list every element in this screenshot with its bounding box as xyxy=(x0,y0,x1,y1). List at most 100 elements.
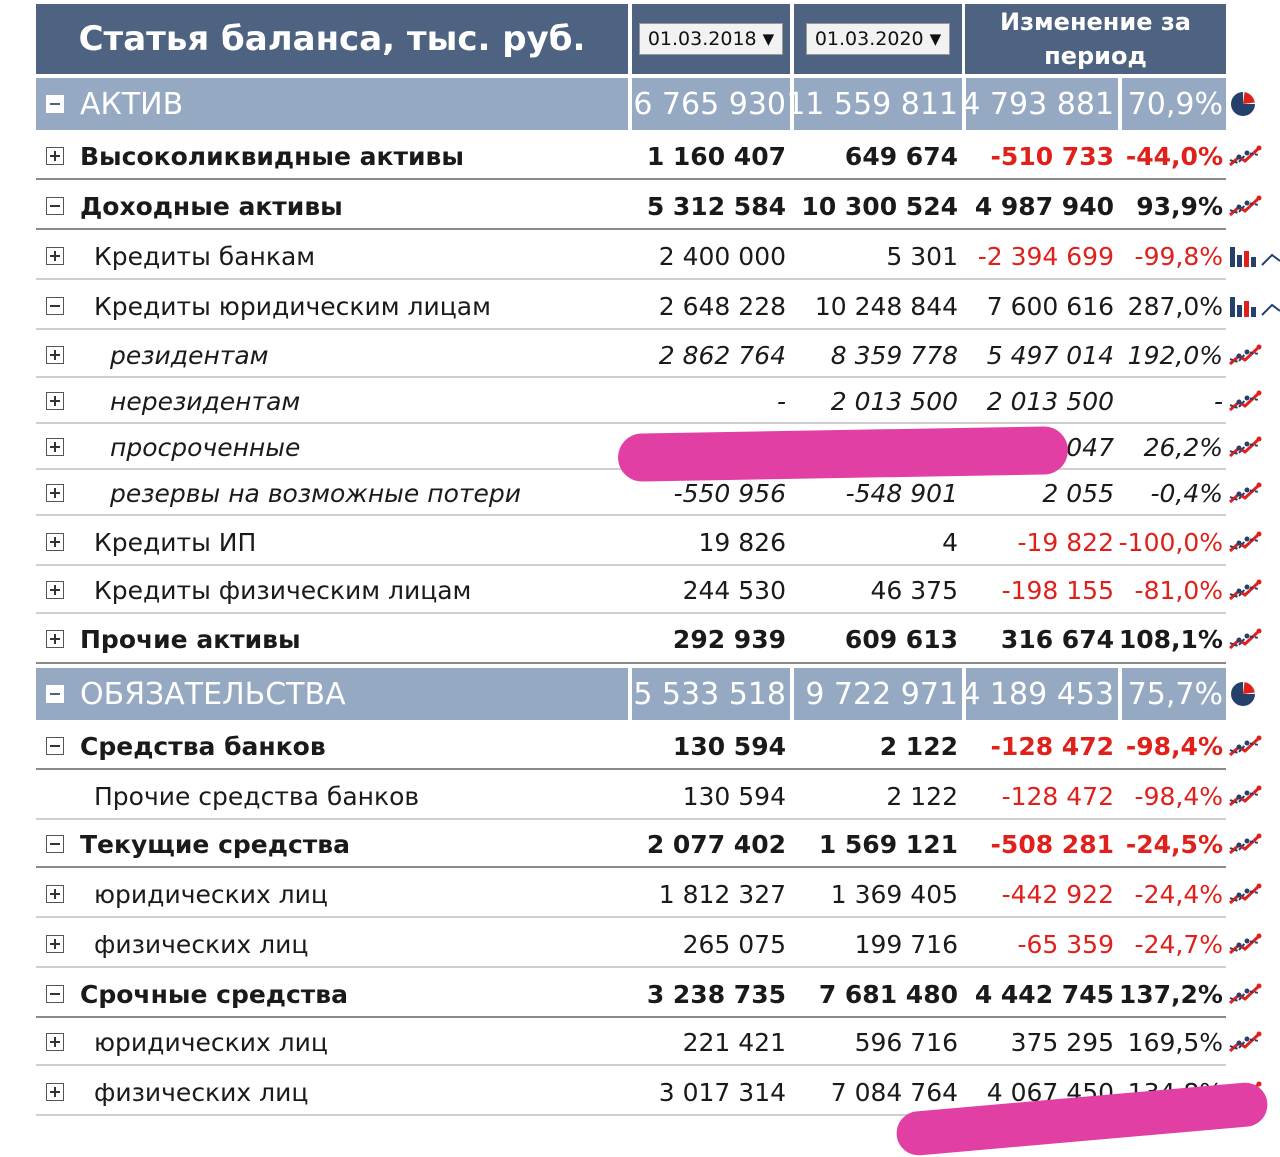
column-header-article: Статья баланса, тыс. руб. xyxy=(36,4,628,74)
row-label-cell: Срочные средства xyxy=(36,970,628,1018)
pie-chart-icon[interactable] xyxy=(1228,668,1280,720)
change-value: 047 xyxy=(1066,432,1114,462)
expand-icon[interactable] xyxy=(46,147,64,165)
expand-icon[interactable] xyxy=(46,438,64,456)
column-divider xyxy=(628,332,631,378)
collapse-icon[interactable] xyxy=(46,737,64,755)
expand-icon[interactable] xyxy=(46,247,64,265)
change-percent: 137,2% xyxy=(1118,979,1223,1009)
expand-icon[interactable] xyxy=(46,885,64,903)
trend-chart-icon[interactable] xyxy=(1228,920,1280,968)
expand-icon[interactable] xyxy=(46,630,64,648)
row-label: резервы на возможные потери xyxy=(110,478,521,508)
value-2020: 46 375 xyxy=(870,575,958,605)
trend-chart-icon[interactable] xyxy=(1228,332,1280,378)
trend-chart-icon[interactable] xyxy=(1228,378,1280,424)
row-label: физических лиц xyxy=(94,929,309,959)
value-2018: 265 075 xyxy=(682,929,786,959)
date2-value: 01.03.2020 xyxy=(814,28,924,50)
row-label-cell: Кредиты банкам xyxy=(36,232,628,280)
row-label: Кредиты юридическим лицам xyxy=(94,291,491,321)
trend-chart-icon[interactable] xyxy=(1228,132,1280,180)
trend-chart-icon[interactable] xyxy=(1228,614,1280,664)
column-divider xyxy=(790,772,793,820)
change-percent: -98,4% xyxy=(1125,731,1223,761)
table-row: Высоколиквидные активы 1 160 407 649 674 -5… xyxy=(0,132,1280,180)
table-row: Прочие средства банков 130 594 2 122 -128 4… xyxy=(0,772,1280,820)
expand-icon[interactable] xyxy=(46,346,64,364)
column-divider xyxy=(790,518,793,566)
trend-chart-icon[interactable] xyxy=(1228,424,1280,470)
date1-select[interactable]: 01.03.2018 ▼ xyxy=(638,23,784,55)
collapse-icon[interactable] xyxy=(46,835,64,853)
pie-chart-icon[interactable] xyxy=(1228,78,1280,130)
column-divider xyxy=(1118,1068,1121,1116)
trend-chart-icon[interactable] xyxy=(1228,870,1280,918)
value-2018: 1 812 327 xyxy=(658,879,786,909)
column-divider xyxy=(1118,870,1121,918)
value-2020: 5 301 xyxy=(886,241,958,271)
trend-chart-icon[interactable] xyxy=(1228,518,1280,566)
expand-icon[interactable] xyxy=(46,392,64,410)
table-row: физических лиц 265 075 199 716 -65 359 -24,7… xyxy=(0,920,1280,968)
column-divider xyxy=(628,232,631,280)
expand-icon[interactable] xyxy=(46,484,64,502)
expand-icon[interactable] xyxy=(46,581,64,599)
column-divider xyxy=(1118,614,1121,664)
trend-chart-icon[interactable] xyxy=(1228,182,1280,230)
collapse-icon[interactable] xyxy=(46,685,64,703)
bar-chart-icon[interactable] xyxy=(1228,232,1280,280)
table-row: Кредиты ИП 19 826 4 -19 822 -100,0% xyxy=(0,518,1280,566)
column-divider xyxy=(1118,668,1122,720)
column-divider xyxy=(628,614,631,664)
column-divider xyxy=(790,820,793,868)
bar-chart-icon[interactable] xyxy=(1228,282,1280,330)
trend-chart-icon[interactable] xyxy=(1228,772,1280,820)
column-divider xyxy=(790,378,793,424)
column-divider xyxy=(1118,772,1121,820)
expand-icon[interactable] xyxy=(46,1033,64,1051)
column-divider xyxy=(1118,470,1121,516)
table-row: Кредиты банкам 2 400 000 5 301 -2 394 699 -9… xyxy=(0,232,1280,280)
column-divider xyxy=(790,668,794,720)
column-divider xyxy=(962,614,965,664)
column-divider xyxy=(790,470,793,516)
column-divider xyxy=(628,518,631,566)
value-2018: 2 862 764 xyxy=(658,340,786,370)
column-divider xyxy=(790,332,793,378)
row-label-cell: Кредиты ИП xyxy=(36,518,628,566)
change-value: -128 472 xyxy=(1001,781,1114,811)
column-divider xyxy=(962,566,965,614)
collapse-icon[interactable] xyxy=(46,297,64,315)
value-2018: 130 594 xyxy=(672,731,786,761)
column-divider xyxy=(790,722,793,770)
date2-select[interactable]: 01.03.2020 ▼ xyxy=(805,23,951,55)
column-divider xyxy=(790,232,793,280)
column-divider xyxy=(962,132,965,180)
trend-chart-icon[interactable] xyxy=(1228,470,1280,516)
column-divider xyxy=(1118,132,1121,180)
expand-icon[interactable] xyxy=(46,935,64,953)
collapse-icon[interactable] xyxy=(46,197,64,215)
change-percent: 93,9% xyxy=(1136,191,1223,221)
column-divider xyxy=(1118,378,1121,424)
trend-chart-icon[interactable] xyxy=(1228,722,1280,770)
value-2018: 5 312 584 xyxy=(646,191,786,221)
trend-chart-icon[interactable] xyxy=(1228,1018,1280,1066)
change-percent: -99,8% xyxy=(1134,241,1223,271)
value-2018: 221 421 xyxy=(682,1027,786,1057)
collapse-icon[interactable] xyxy=(46,985,64,1003)
trend-chart-icon[interactable] xyxy=(1228,820,1280,868)
trend-chart-icon[interactable] xyxy=(1228,566,1280,614)
column-divider xyxy=(1118,78,1122,130)
collapse-icon[interactable] xyxy=(46,95,64,113)
expand-icon[interactable] xyxy=(46,533,64,551)
trend-chart-icon[interactable] xyxy=(1228,970,1280,1018)
change-percent: -0,4% xyxy=(1150,478,1223,508)
expand-icon[interactable] xyxy=(46,1083,64,1101)
column-divider xyxy=(962,920,965,968)
change-value: 2 055 xyxy=(1042,478,1114,508)
row-label-cell: АКТИВ xyxy=(36,78,628,130)
row-label-cell: Средства банков xyxy=(36,722,628,770)
change-percent: -98,4% xyxy=(1134,781,1223,811)
